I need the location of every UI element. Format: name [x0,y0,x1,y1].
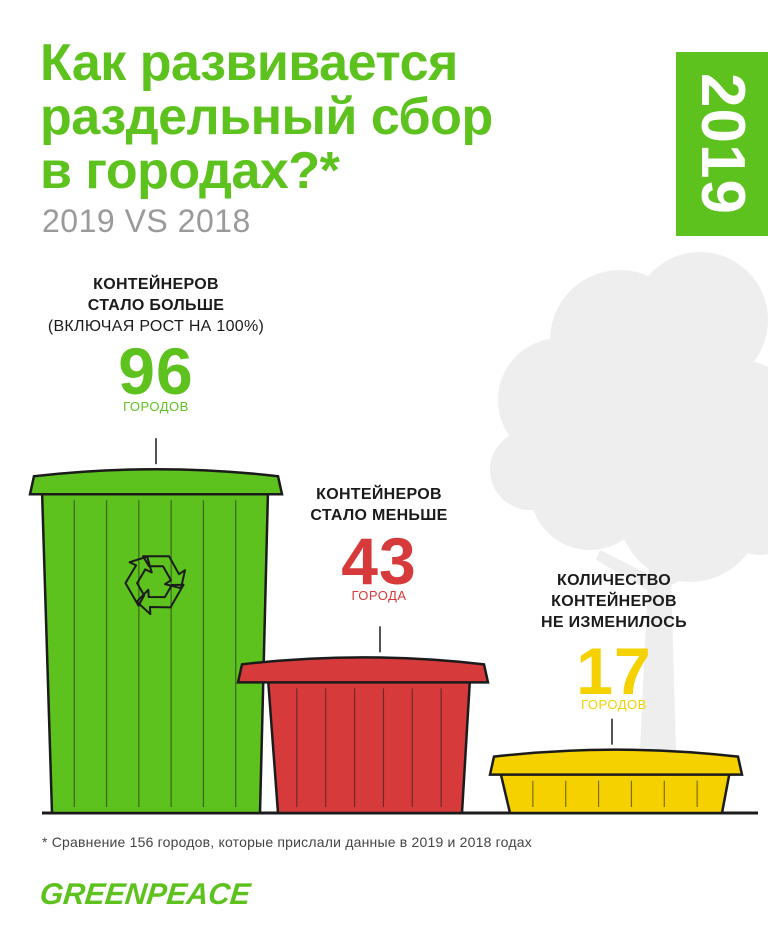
bin-body [266,677,472,815]
group-1-caption: Контейнеров стало больше (включая рост н… [40,274,272,337]
group-1-caption-line2: стало больше [87,297,225,314]
group-2-caption-line1: Контейнеров [316,486,442,503]
greenpeace-logo: GREENPEACE [38,878,252,911]
group-3-value: 17 [576,634,652,708]
group-1-caption-line1: Контейнеров [93,276,219,293]
bin-3 [488,718,744,815]
group-3-caption-line3: не изменилось [541,614,687,631]
bin-2 [236,626,490,815]
group-3-caption: Количество контейнеров не изменилось [496,570,732,633]
page-title: Как развивается раздельный сбор в города… [40,36,580,198]
group-3-caption-line2: контейнеров [551,593,677,610]
group-3-unit: городов [581,697,647,712]
footnote: * Сравнение 156 городов, которые прислал… [42,834,532,850]
recycle-icon [124,555,186,616]
title-line-3: в городах?* [40,142,340,200]
year-badge: 2019 [676,52,768,236]
group-2-unit: города [351,588,407,603]
bin-lid [28,467,284,496]
bin-body [40,488,270,815]
group-1-value: 96 [118,334,194,408]
group-2-value: 43 [341,524,417,598]
group-3-caption-line1: Количество [557,572,671,589]
subtitle: 2019 VS 2018 [42,203,251,239]
group-1-unit: городов [123,399,189,414]
group-2-caption: Контейнеров стало меньше [266,484,492,526]
group-2-caption-line2: стало меньше [310,507,448,524]
group-1-note: (включая рост на 100%) [47,318,265,335]
bin-body [498,769,732,815]
bin-lid [236,656,490,684]
bin-1 [28,438,284,815]
tree-silhouette [490,252,768,750]
title-line-1: Как развивается [40,34,458,92]
bin-lid [488,748,744,776]
title-line-2: раздельный сбор [40,88,493,146]
